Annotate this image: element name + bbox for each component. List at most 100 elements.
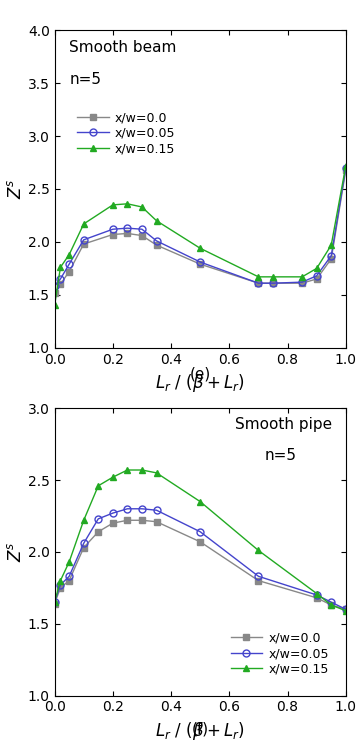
Line: x/w=0.0: x/w=0.0 — [51, 166, 349, 296]
x/w=0.0 — [140, 516, 144, 525]
x/w=0.0 — [314, 274, 319, 284]
x/w=0.05 — [154, 506, 159, 515]
x/w=0.15 — [314, 589, 319, 598]
x/w=0.0 — [329, 254, 333, 263]
x/w=0.15 — [96, 482, 100, 491]
x/w=0.05 — [111, 225, 115, 234]
x/w=0.0 — [52, 599, 57, 608]
Text: (f): (f) — [191, 722, 209, 737]
X-axis label: $L_r\ /\ (\beta + L_r)$: $L_r\ /\ (\beta + L_r)$ — [155, 720, 245, 742]
x/w=0.05 — [96, 514, 100, 523]
x/w=0.15 — [314, 264, 319, 273]
x/w=0.15 — [82, 219, 86, 228]
x/w=0.15 — [58, 576, 63, 585]
x/w=0.15 — [67, 250, 71, 259]
x/w=0.15 — [52, 597, 57, 606]
x/w=0.05 — [271, 279, 275, 288]
x/w=0.0 — [82, 240, 86, 249]
x/w=0.15 — [140, 466, 144, 475]
x/w=0.0 — [67, 576, 71, 585]
x/w=0.15 — [58, 263, 63, 272]
x/w=0.05 — [125, 504, 130, 513]
X-axis label: $L_r\ /\ (\beta + L_r)$: $L_r\ /\ (\beta + L_r)$ — [155, 372, 245, 394]
x/w=0.05 — [52, 597, 57, 606]
x/w=0.05 — [344, 605, 348, 614]
x/w=0.15 — [125, 466, 130, 475]
x/w=0.0 — [314, 593, 319, 603]
x/w=0.05 — [82, 235, 86, 244]
x/w=0.0 — [300, 279, 304, 288]
x/w=0.15 — [111, 200, 115, 209]
x/w=0.05 — [329, 251, 333, 260]
Line: x/w=0.15: x/w=0.15 — [51, 466, 349, 614]
x/w=0.15 — [154, 469, 159, 478]
x/w=0.05 — [140, 225, 144, 234]
x/w=0.0 — [58, 584, 63, 593]
x/w=0.0 — [58, 280, 63, 289]
Legend: x/w=0.0, x/w=0.05, x/w=0.15: x/w=0.0, x/w=0.05, x/w=0.15 — [72, 107, 181, 160]
x/w=0.0 — [344, 605, 348, 614]
x/w=0.05 — [256, 279, 261, 288]
x/w=0.0 — [125, 229, 130, 238]
x/w=0.0 — [198, 259, 202, 268]
x/w=0.05 — [111, 509, 115, 518]
x/w=0.15 — [329, 600, 333, 609]
x/w=0.05 — [67, 259, 71, 268]
x/w=0.15 — [140, 203, 144, 212]
x/w=0.05 — [140, 504, 144, 513]
x/w=0.15 — [67, 557, 71, 566]
Legend: x/w=0.0, x/w=0.05, x/w=0.15: x/w=0.0, x/w=0.05, x/w=0.15 — [226, 627, 334, 680]
x/w=0.05 — [314, 271, 319, 280]
x/w=0.05 — [344, 163, 348, 172]
Y-axis label: $Z^s$: $Z^s$ — [7, 541, 25, 562]
x/w=0.05 — [154, 237, 159, 246]
x/w=0.05 — [300, 277, 304, 287]
Y-axis label: $Z^s$: $Z^s$ — [7, 178, 25, 200]
x/w=0.0 — [154, 240, 159, 249]
x/w=0.0 — [344, 166, 348, 175]
x/w=0.05 — [125, 224, 130, 233]
x/w=0.15 — [256, 272, 261, 281]
x/w=0.0 — [329, 600, 333, 609]
x/w=0.05 — [58, 274, 63, 284]
x/w=0.15 — [329, 240, 333, 249]
x/w=0.15 — [198, 243, 202, 253]
x/w=0.15 — [271, 272, 275, 281]
Text: (e): (e) — [190, 367, 211, 382]
x/w=0.0 — [67, 267, 71, 276]
x/w=0.0 — [96, 527, 100, 536]
x/w=0.05 — [52, 282, 57, 291]
x/w=0.05 — [67, 572, 71, 581]
Line: x/w=0.05: x/w=0.05 — [51, 164, 349, 290]
x/w=0.15 — [154, 216, 159, 225]
Text: n=5: n=5 — [69, 72, 101, 86]
x/w=0.15 — [344, 606, 348, 615]
x/w=0.05 — [58, 581, 63, 590]
x/w=0.15 — [256, 546, 261, 555]
x/w=0.05 — [82, 539, 86, 548]
Text: Smooth pipe: Smooth pipe — [235, 417, 332, 432]
Line: x/w=0.0: x/w=0.0 — [51, 517, 349, 613]
x/w=0.15 — [198, 497, 202, 507]
x/w=0.0 — [154, 517, 159, 526]
x/w=0.0 — [271, 279, 275, 288]
x/w=0.15 — [52, 301, 57, 310]
x/w=0.0 — [111, 519, 115, 528]
x/w=0.05 — [198, 258, 202, 267]
x/w=0.15 — [82, 516, 86, 525]
x/w=0.05 — [256, 572, 261, 581]
Line: x/w=0.05: x/w=0.05 — [51, 505, 349, 613]
x/w=0.0 — [256, 279, 261, 288]
x/w=0.15 — [111, 472, 115, 482]
x/w=0.0 — [52, 288, 57, 297]
x/w=0.0 — [111, 230, 115, 239]
x/w=0.0 — [198, 538, 202, 547]
x/w=0.0 — [82, 543, 86, 552]
x/w=0.15 — [300, 272, 304, 281]
x/w=0.15 — [125, 200, 130, 209]
Line: x/w=0.15: x/w=0.15 — [51, 163, 349, 309]
x/w=0.05 — [329, 597, 333, 606]
Text: n=5: n=5 — [264, 448, 296, 463]
x/w=0.05 — [314, 590, 319, 600]
x/w=0.05 — [198, 527, 202, 536]
